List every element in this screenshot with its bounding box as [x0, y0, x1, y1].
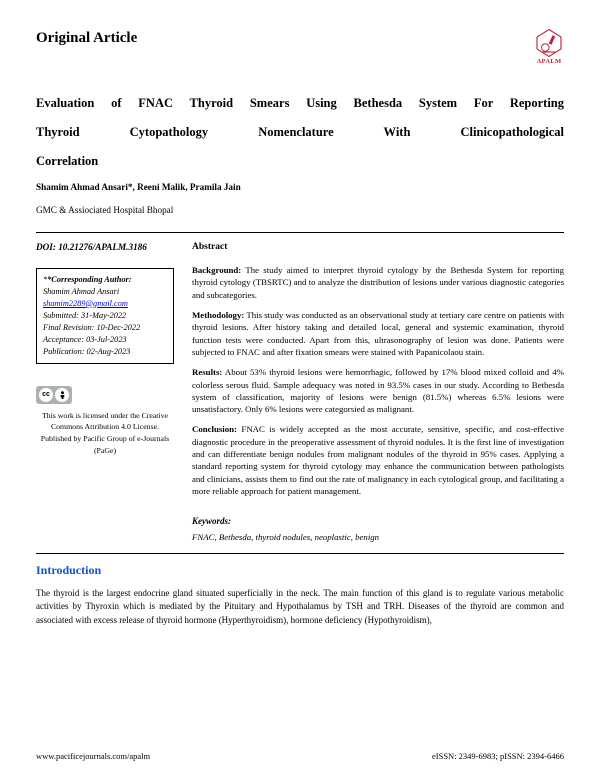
article-type: Original Article — [36, 28, 137, 48]
by-icon — [55, 388, 69, 402]
acceptance-date: Acceptance: 03-Jul-2023 — [43, 334, 167, 346]
main-columns: DOI: 10.21276/APALM.3186 **Corresponding… — [36, 241, 564, 553]
divider-2 — [36, 553, 564, 554]
page-footer: www.pacificejournals.com/apalm eISSN: 23… — [36, 751, 564, 762]
abstract-results: Results: About 53% thyroid lesions were … — [192, 366, 564, 415]
keywords-heading: Keywords: — [192, 515, 564, 527]
authors: Shamim Ahmad Ansari*, Reeni Malik, Prami… — [36, 181, 564, 193]
conclusion-label: Conclusion: — [192, 424, 237, 434]
microscope-icon — [534, 28, 564, 58]
cc-pill: cc — [36, 386, 72, 404]
title-line-2: Thyroid Cytopathology Nomenclature With … — [36, 124, 564, 141]
submitted-date: Submitted: 31-May-2022 — [43, 310, 167, 322]
abstract-methodology: Methodology: This study was conducted as… — [192, 309, 564, 358]
introduction-heading: Introduction — [36, 562, 564, 578]
title-line-1: Evaluation of FNAC Thyroid Smears Using … — [36, 95, 564, 112]
person-icon — [58, 390, 67, 399]
corresponding-label: **Corresponding Author: — [43, 275, 131, 284]
author-email-link[interactable]: shamim2289@gmail.com — [43, 299, 128, 308]
abstract-background: Background: The study aimed to interpret… — [192, 264, 564, 301]
article-title: Evaluation of FNAC Thyroid Smears Using … — [36, 95, 564, 170]
doi: DOI: 10.21276/APALM.3186 — [36, 241, 174, 253]
methodology-label: Methodology: — [192, 310, 244, 320]
title-line-3: Correlation — [36, 153, 564, 170]
cc-icon: cc — [39, 388, 53, 402]
right-column: Abstract Background: The study aimed to … — [192, 241, 564, 553]
logo-label: APALM — [537, 58, 562, 67]
corresponding-author: Shamim Ahmad Ansari — [43, 286, 167, 298]
methodology-text: This study was conducted as an observati… — [192, 310, 564, 357]
cc-license-badge: cc — [36, 386, 174, 404]
background-label: Background: — [192, 265, 241, 275]
footer-url: www.pacificejournals.com/apalm — [36, 751, 150, 762]
cc-glyph: cc — [42, 390, 50, 399]
results-text: About 53% thyroid lesions were hemorrhag… — [192, 367, 564, 414]
corr-label-text: *Corresponding Author: — [47, 275, 131, 284]
publication-date: Publication: 02-Aug-2023 — [43, 346, 167, 358]
introduction-body: The thyroid is the largest endocrine gla… — [36, 587, 564, 628]
conclusion-text: FNAC is widely accepted as the most accu… — [192, 424, 564, 496]
results-label: Results: — [192, 367, 222, 377]
journal-logo: APALM — [534, 28, 564, 67]
footer-issn: eISSN: 2349-6983; pISSN: 2394-6466 — [432, 751, 564, 762]
affiliation: GMC & Assiociated Hospital Bhopal — [36, 204, 564, 216]
divider — [36, 232, 564, 233]
final-revision-date: Final Revision: 10-Dec-2022 — [43, 322, 167, 334]
page-header: Original Article APALM — [36, 28, 564, 67]
abstract-heading: Abstract — [192, 241, 564, 254]
license-text: This work is licensed under the Creative… — [36, 410, 174, 457]
keywords-list: FNAC, Bethesda, thyroid nodules, neoplas… — [192, 532, 564, 544]
abstract-conclusion: Conclusion: FNAC is widely accepted as t… — [192, 423, 564, 497]
article-meta-box: **Corresponding Author: Shamim Ahmad Ans… — [36, 268, 174, 364]
background-text: The study aimed to interpret thyroid cyt… — [192, 265, 564, 300]
left-column: DOI: 10.21276/APALM.3186 **Corresponding… — [36, 241, 174, 553]
